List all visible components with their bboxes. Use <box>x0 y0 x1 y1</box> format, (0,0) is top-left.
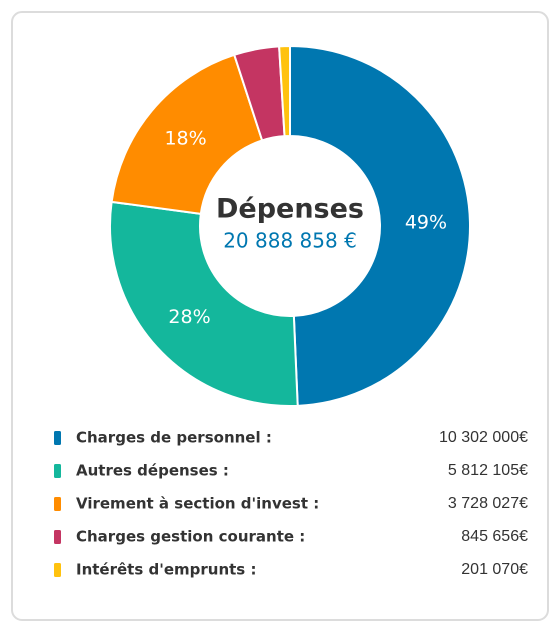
legend-value: 845 656€ <box>461 528 528 545</box>
slice <box>110 53 264 216</box>
legend-value: 10 302 000€ <box>439 429 528 446</box>
legend-name: Intérêts d'emprunts : <box>76 561 256 579</box>
percent-label: 49% <box>405 212 447 234</box>
legend-swatch <box>54 497 61 511</box>
percent-label: 28% <box>168 306 210 328</box>
slice <box>289 44 471 407</box>
legend-swatch <box>54 563 61 577</box>
legend-name: Autres dépenses : <box>76 462 229 480</box>
legend-swatch <box>54 431 61 445</box>
legend-swatch <box>54 530 61 544</box>
legend-swatch <box>54 464 61 478</box>
percent-label: 18% <box>164 127 206 149</box>
legend-name: Charges de personnel : <box>76 429 272 447</box>
center-total: 20 888 858 € <box>223 229 357 253</box>
legend-name: Virement à section d'invest : <box>76 495 319 513</box>
donut <box>109 44 471 407</box>
slice <box>278 44 291 138</box>
center-title: Dépenses <box>216 194 364 225</box>
legend-value: 201 070€ <box>461 561 528 578</box>
legend-value: 5 812 105€ <box>448 462 528 479</box>
slice <box>109 200 299 407</box>
legend-name: Charges gestion courante : <box>76 528 305 546</box>
legend-value: 3 728 027€ <box>448 495 528 512</box>
